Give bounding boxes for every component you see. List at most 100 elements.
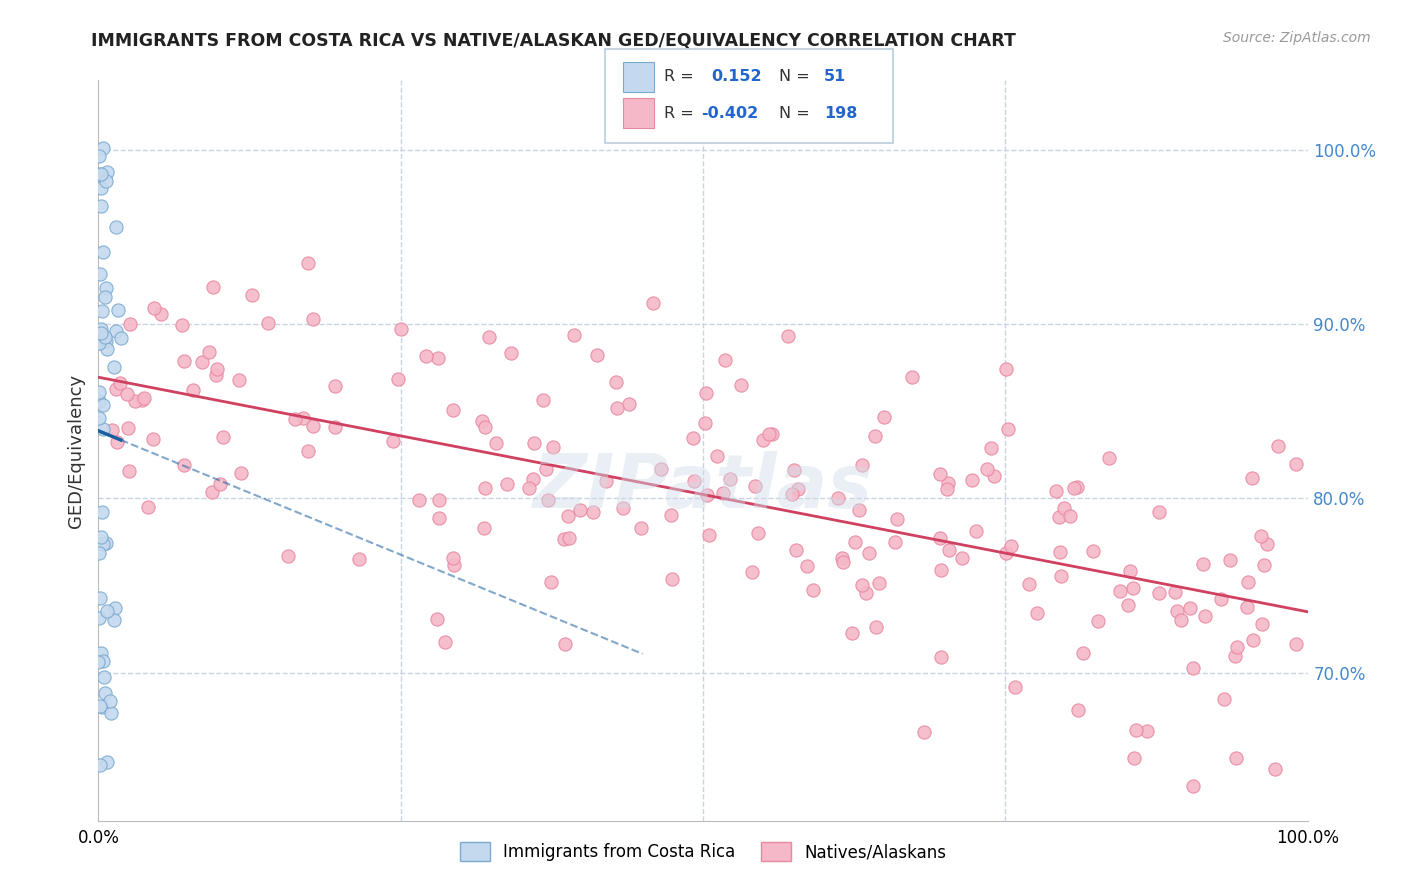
- Point: [696, 487, 718, 501]
- Point: [323, 378, 346, 392]
- Text: Source: ZipAtlas.com: Source: ZipAtlas.com: [1223, 31, 1371, 45]
- Point: [205, 368, 228, 383]
- Point: [1136, 724, 1159, 739]
- Point: [827, 491, 849, 505]
- Point: [209, 477, 232, 491]
- Point: [231, 466, 253, 480]
- Point: [474, 481, 496, 495]
- Point: [120, 318, 142, 332]
- Point: [89, 758, 111, 772]
- Point: [173, 353, 195, 368]
- Point: [761, 427, 783, 442]
- Point: [929, 532, 952, 546]
- Point: [117, 421, 139, 435]
- Point: [301, 311, 323, 326]
- Point: [91, 422, 114, 436]
- Point: [1049, 545, 1071, 559]
- Point: [104, 382, 127, 396]
- Point: [94, 686, 117, 700]
- Point: [132, 391, 155, 405]
- Point: [105, 435, 128, 450]
- Text: IMMIGRANTS FROM COSTA RICA VS NATIVE/ALASKAN GED/EQUIVALENCY CORRELATION CHART: IMMIGRANTS FROM COSTA RICA VS NATIVE/ALA…: [91, 31, 1017, 49]
- Point: [94, 281, 117, 295]
- Point: [786, 483, 808, 497]
- Point: [848, 503, 870, 517]
- Point: [783, 463, 806, 477]
- Point: [630, 521, 652, 535]
- Point: [531, 392, 554, 407]
- Point: [87, 393, 110, 408]
- Point: [1116, 598, 1139, 612]
- Legend: Immigrants from Costa Rica, Natives/Alaskans: Immigrants from Costa Rica, Natives/Alas…: [453, 835, 953, 868]
- Point: [302, 418, 325, 433]
- Point: [136, 500, 159, 515]
- Text: R =: R =: [664, 70, 693, 84]
- Point: [408, 493, 430, 508]
- Point: [87, 546, 110, 560]
- Point: [873, 409, 896, 424]
- Point: [776, 328, 799, 343]
- Point: [485, 436, 508, 450]
- Point: [1241, 632, 1264, 647]
- Point: [1122, 582, 1144, 596]
- Point: [89, 149, 111, 163]
- Point: [832, 555, 855, 569]
- Point: [641, 295, 664, 310]
- Point: [605, 376, 627, 390]
- Point: [997, 421, 1019, 435]
- Point: [292, 411, 315, 425]
- Point: [389, 321, 412, 335]
- Point: [90, 199, 112, 213]
- Point: [1284, 457, 1306, 471]
- Point: [936, 482, 959, 496]
- Point: [426, 351, 449, 366]
- Point: [228, 373, 250, 387]
- Point: [1237, 574, 1260, 589]
- Point: [1081, 544, 1104, 558]
- Point: [87, 168, 110, 182]
- Point: [929, 467, 952, 481]
- Point: [1182, 660, 1205, 674]
- Point: [115, 387, 138, 401]
- Point: [1225, 751, 1247, 765]
- Point: [205, 362, 228, 376]
- Point: [190, 355, 212, 369]
- Point: [1026, 607, 1049, 621]
- Point: [198, 345, 221, 359]
- Point: [522, 472, 544, 486]
- Point: [863, 429, 886, 443]
- Point: [118, 464, 141, 478]
- Point: [181, 383, 204, 397]
- Point: [1000, 539, 1022, 553]
- Point: [173, 458, 195, 472]
- Point: [1264, 762, 1286, 776]
- Point: [1219, 553, 1241, 567]
- Point: [523, 436, 546, 450]
- Point: [912, 725, 935, 739]
- Point: [349, 552, 371, 566]
- Point: [537, 492, 560, 507]
- Point: [499, 346, 522, 360]
- Point: [980, 441, 1002, 455]
- Point: [1256, 536, 1278, 550]
- Point: [149, 307, 172, 321]
- Point: [1109, 584, 1132, 599]
- Point: [94, 330, 117, 344]
- Point: [865, 620, 887, 634]
- Point: [1098, 450, 1121, 465]
- Point: [785, 542, 807, 557]
- Point: [1251, 617, 1274, 632]
- Point: [87, 336, 110, 351]
- Point: [441, 403, 464, 417]
- Point: [201, 485, 224, 500]
- Point: [747, 526, 769, 541]
- Point: [1053, 500, 1076, 515]
- Point: [323, 420, 346, 434]
- Point: [297, 256, 319, 270]
- Point: [1253, 558, 1275, 572]
- Point: [929, 563, 952, 577]
- Point: [582, 505, 605, 519]
- Point: [91, 654, 114, 668]
- Point: [751, 433, 773, 447]
- Point: [831, 551, 853, 566]
